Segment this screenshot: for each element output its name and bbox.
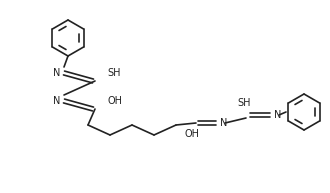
Text: SH: SH xyxy=(237,98,251,108)
Text: N: N xyxy=(220,118,227,128)
Text: OH: OH xyxy=(107,96,122,106)
Text: N: N xyxy=(274,110,281,120)
Text: N: N xyxy=(52,96,60,106)
Text: N: N xyxy=(52,68,60,78)
Text: SH: SH xyxy=(107,68,120,78)
Text: OH: OH xyxy=(184,129,200,139)
